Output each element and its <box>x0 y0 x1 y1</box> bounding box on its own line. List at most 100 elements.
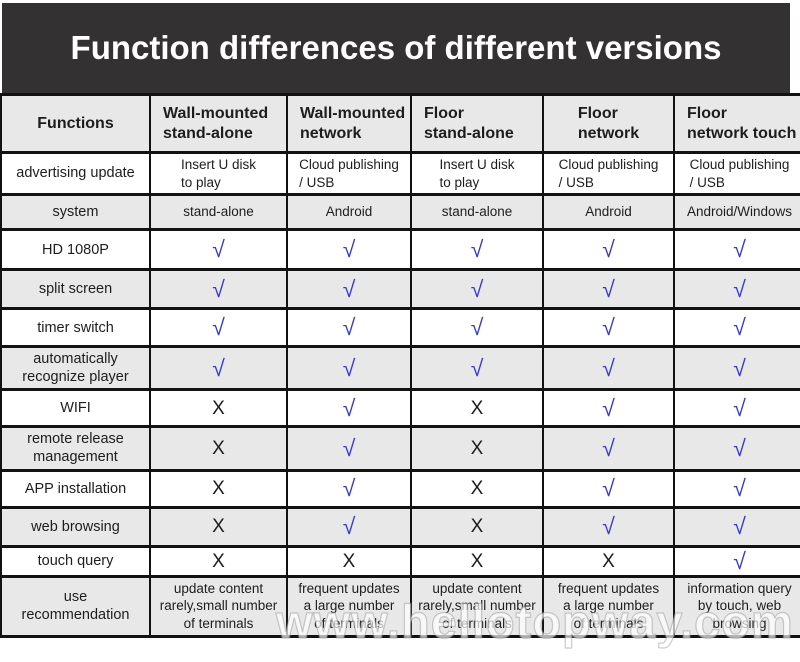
cross-mark: X <box>286 544 412 578</box>
column-header-text: Floor network touch <box>687 104 797 142</box>
cross-mark: X <box>410 505 544 548</box>
table-cell: stand-alone <box>410 193 544 232</box>
check-mark: √ <box>410 307 544 349</box>
cross-mark: X <box>149 468 288 509</box>
row-label: advertising update <box>0 150 151 197</box>
table-row-remote-release-management: remote release management X √ X √ √ <box>0 425 800 472</box>
check-mark: √ <box>673 345 800 392</box>
table-cell: Cloud publishing / USB <box>673 150 800 197</box>
row-label: split screen <box>0 268 151 311</box>
table-row-advertising-update: advertising update Insert U disk to play… <box>0 150 800 197</box>
row-label: timer switch <box>0 307 151 349</box>
column-header-floor-network-touch: Floor network touch <box>673 93 800 154</box>
row-label: web browsing <box>0 505 151 548</box>
cell-text: Cloud publishing / USB <box>299 157 399 190</box>
column-header-text: Floor stand-alone <box>424 104 514 142</box>
check-mark: √ <box>286 268 412 311</box>
table-cell: frequent updates a large number of termi… <box>286 574 412 638</box>
table-row-hd-1080p: HD 1080P √ √ √ √ √ <box>0 228 800 272</box>
check-mark: √ <box>410 228 544 272</box>
table-cell: Android/Windows <box>673 193 800 232</box>
comparison-table: Functions Wall-mounted stand-alone Wall-… <box>0 93 800 638</box>
row-label: remote release management <box>0 425 151 472</box>
table-cell: update content rarely,small number of te… <box>149 574 288 638</box>
table-cell: Insert U disk to play <box>410 150 544 197</box>
check-mark: √ <box>286 228 412 272</box>
cross-mark: X <box>410 544 544 578</box>
check-mark: √ <box>542 388 675 429</box>
check-mark: √ <box>286 388 412 429</box>
table-row-timer-switch: timer switch √ √ √ √ √ <box>0 307 800 349</box>
check-mark: √ <box>286 345 412 392</box>
check-mark: √ <box>673 425 800 472</box>
cross-mark: X <box>149 544 288 578</box>
table-header-row: Functions Wall-mounted stand-alone Wall-… <box>0 93 800 154</box>
row-label: HD 1080P <box>0 228 151 272</box>
check-mark: √ <box>286 307 412 349</box>
check-mark: √ <box>542 345 675 392</box>
cell-text: Cloud publishing / USB <box>689 157 790 190</box>
check-mark: √ <box>286 425 412 472</box>
row-label: system <box>0 193 151 232</box>
cross-mark: X <box>149 505 288 548</box>
check-mark: √ <box>673 468 800 509</box>
table-cell: stand-alone <box>149 193 288 232</box>
row-label: use recommendation <box>0 574 151 638</box>
check-mark: √ <box>542 425 675 472</box>
table-row-touch-query: touch query X X X X √ <box>0 544 800 578</box>
check-mark: √ <box>542 307 675 349</box>
cross-mark: X <box>542 544 675 578</box>
check-mark: √ <box>673 388 800 429</box>
cross-mark: X <box>410 425 544 472</box>
column-header-text: Wall-mounted network <box>300 104 406 142</box>
check-mark: √ <box>673 505 800 548</box>
cross-mark: X <box>410 468 544 509</box>
check-mark: √ <box>542 505 675 548</box>
table-cell: Cloud publishing / USB <box>286 150 412 197</box>
table-cell: update content rarely,small number of te… <box>410 574 544 638</box>
column-header-functions: Functions <box>0 93 151 154</box>
title-banner: Function differences of different versio… <box>2 3 790 93</box>
row-label: automatically recognize player <box>0 345 151 392</box>
cross-mark: X <box>410 388 544 429</box>
cross-mark: X <box>149 425 288 472</box>
table-row-system: system stand-alone Android stand-alone A… <box>0 193 800 232</box>
cell-text: Cloud publishing / USB <box>558 157 659 190</box>
row-label: APP installation <box>0 468 151 509</box>
cross-mark: X <box>149 388 288 429</box>
check-mark: √ <box>286 468 412 509</box>
check-mark: √ <box>542 268 675 311</box>
column-header-text: Floor network <box>577 104 640 142</box>
column-header-floor-network: Floor network <box>542 93 675 154</box>
table-cell: Android <box>286 193 412 232</box>
check-mark: √ <box>149 228 288 272</box>
row-label: touch query <box>0 544 151 578</box>
cell-text: Insert U disk to play <box>180 157 257 190</box>
column-header-wall-mounted-network: Wall-mounted network <box>286 93 412 154</box>
table-cell: frequent updates a large number of termi… <box>542 574 675 638</box>
table-cell: information query by touch, web browsing <box>673 574 800 638</box>
table-row-split-screen: split screen √ √ √ √ √ <box>0 268 800 311</box>
check-mark: √ <box>410 268 544 311</box>
row-label: WIFI <box>0 388 151 429</box>
check-mark: √ <box>673 544 800 578</box>
check-mark: √ <box>286 505 412 548</box>
table-row-app-installation: APP installation X √ X √ √ <box>0 468 800 509</box>
check-mark: √ <box>542 228 675 272</box>
table-cell: Android <box>542 193 675 232</box>
check-mark: √ <box>149 307 288 349</box>
check-mark: √ <box>149 268 288 311</box>
check-mark: √ <box>673 228 800 272</box>
page-title: Function differences of different versio… <box>70 29 722 66</box>
check-mark: √ <box>673 307 800 349</box>
table-cell: Cloud publishing / USB <box>542 150 675 197</box>
table-row-automatically-recognize-player: automatically recognize player √ √ √ √ √ <box>0 345 800 392</box>
column-header-wall-mounted-stand-alone: Wall-mounted stand-alone <box>149 93 288 154</box>
check-mark: √ <box>149 345 288 392</box>
check-mark: √ <box>542 468 675 509</box>
check-mark: √ <box>673 268 800 311</box>
table-cell: Insert U disk to play <box>149 150 288 197</box>
table-row-web-browsing: web browsing X √ X √ √ <box>0 505 800 548</box>
check-mark: √ <box>410 345 544 392</box>
table-row-use-recommendation: use recommendation update content rarely… <box>0 574 800 638</box>
